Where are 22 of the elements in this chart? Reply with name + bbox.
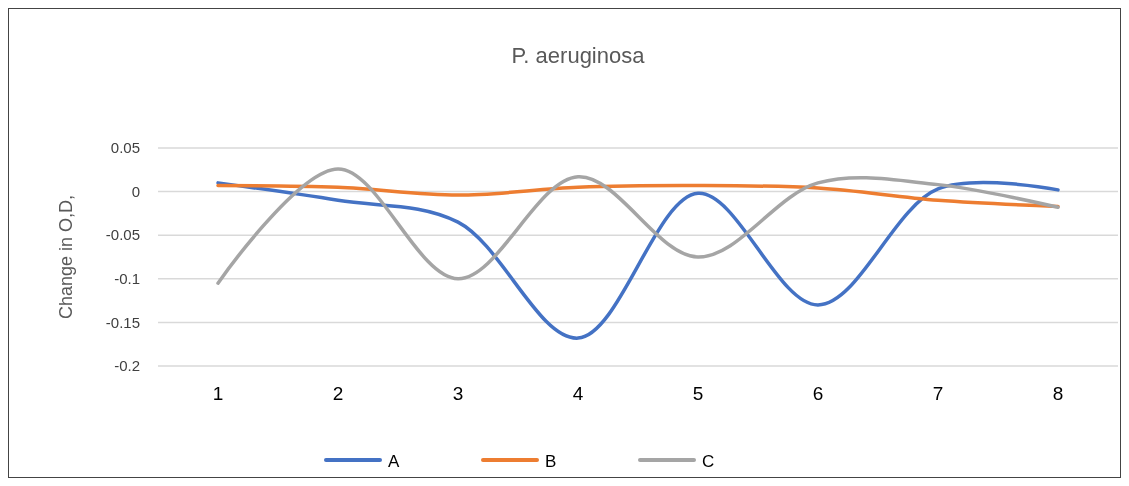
- x-tick-label: 2: [332, 383, 344, 404]
- y-tick-label: -0.2: [114, 357, 140, 375]
- x-tick-label: 1: [212, 383, 224, 404]
- x-tick-label: 7: [932, 383, 944, 404]
- y-tick-label: -0.15: [105, 313, 140, 331]
- x-tick-label: 6: [812, 383, 824, 404]
- legend-label: B: [545, 452, 557, 471]
- x-tick-label: 4: [572, 383, 584, 404]
- chart-title: P. aeruginosa: [511, 43, 646, 68]
- legend-label: A: [388, 452, 400, 471]
- y-axis-title: Change in O,D,: [56, 194, 76, 320]
- y-tick-label: -0.05: [105, 226, 140, 244]
- y-tick-label: 0.05: [110, 139, 140, 157]
- line-series: [216, 167, 1060, 285]
- x-tick-label: 5: [692, 383, 704, 404]
- y-tick-label: -0.1: [114, 270, 140, 288]
- x-tick-label: 8: [1052, 383, 1064, 404]
- x-tick-label: 3: [452, 383, 464, 404]
- y-tick-label: 0: [131, 182, 140, 200]
- line-series: [216, 183, 1060, 209]
- legend-label: C: [702, 452, 715, 471]
- line-series: [216, 180, 1060, 340]
